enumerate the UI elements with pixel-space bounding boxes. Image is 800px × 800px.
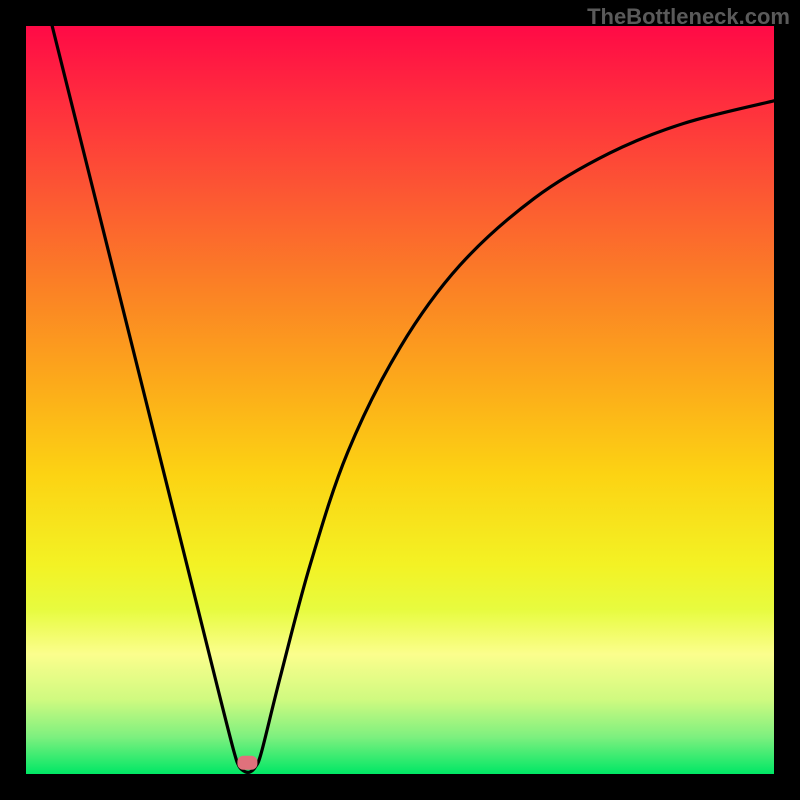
minimum-marker [237,756,257,770]
bottleneck-chart-svg [0,0,800,800]
bottleneck-chart-container: TheBottleneck.com [0,0,800,800]
plot-gradient-background [26,26,774,774]
